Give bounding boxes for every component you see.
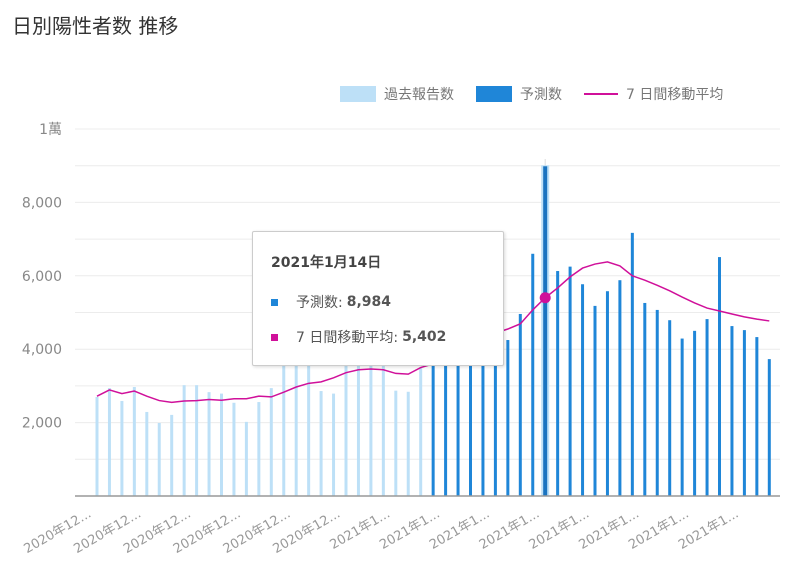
bar-pred — [493, 360, 497, 496]
bar-pred — [444, 363, 448, 496]
bar-past — [419, 367, 423, 496]
legend-swatch-avg — [584, 93, 618, 95]
legend-swatch-pred — [476, 86, 512, 102]
tooltip-row-avg: 7 日間移動平均: 5,402 — [271, 327, 446, 347]
bar-pred — [718, 257, 721, 496]
legend-label-past: 過去報告数 — [384, 87, 454, 103]
y-tick-label: 4,000 — [22, 342, 62, 358]
bar-pred — [481, 360, 485, 496]
bar-past — [332, 393, 336, 496]
bar-pred — [581, 284, 585, 496]
bar-past — [356, 360, 360, 496]
y-tick-label: 1萬 — [39, 122, 62, 138]
y-tick-label: 2,000 — [22, 416, 62, 432]
bar-past — [182, 385, 186, 496]
bar-past — [257, 402, 261, 496]
bar-pred-highlight — [543, 166, 548, 496]
bar-past — [394, 390, 398, 496]
legend-item-avg[interactable]: 7 日間移動平均 — [584, 84, 723, 104]
legend-swatch-past — [340, 86, 376, 102]
bar-past — [232, 402, 236, 496]
legend-item-pred[interactable]: 予測数 — [476, 84, 562, 104]
tooltip-pred-value: 8,984 — [346, 294, 392, 310]
bar-pred — [618, 280, 622, 496]
y-tick-label: 6,000 — [22, 269, 62, 285]
tooltip-swatch-pred — [271, 298, 278, 306]
bar-past — [381, 362, 385, 496]
bar-pred — [568, 266, 572, 496]
bar-pred — [730, 326, 734, 496]
bar-pred — [456, 363, 460, 496]
bar-past — [269, 388, 273, 496]
legend-item-past[interactable]: 過去報告数 — [340, 84, 454, 104]
legend-label-pred: 予測数 — [520, 87, 562, 103]
bar-pred — [693, 330, 697, 496]
bar-pred — [755, 337, 759, 496]
bar-past — [95, 396, 99, 496]
chart-title: 日別陽性者数 推移 — [12, 14, 179, 38]
legend-label-avg: 7 日間移動平均 — [626, 87, 724, 103]
bar-pred — [680, 338, 684, 496]
bar-past — [319, 391, 323, 496]
bar-pred — [593, 305, 597, 496]
bar-pred — [506, 340, 510, 496]
bar-pred — [655, 309, 659, 496]
bar-past — [307, 356, 311, 496]
bar-pred — [556, 271, 560, 496]
bar-pred — [668, 320, 672, 496]
bar-past — [207, 392, 211, 496]
bar-past — [120, 400, 124, 496]
bar-past — [132, 387, 136, 496]
bar-pred — [630, 232, 634, 496]
bar-past — [406, 391, 410, 496]
bar-past — [369, 360, 373, 496]
bar-pred — [767, 359, 771, 496]
bar-pred — [643, 302, 647, 496]
tooltip-avg-label: 7 日間移動平均: — [296, 330, 399, 346]
bar-past — [282, 356, 286, 496]
bar-past — [220, 393, 223, 496]
tooltip-avg-value: 5,402 — [402, 329, 447, 345]
bar-past — [244, 421, 248, 496]
bar-past — [344, 363, 348, 496]
bar-past — [294, 352, 298, 496]
y-tick-label: 8,000 — [22, 195, 62, 211]
moving-average-highlight-point — [539, 292, 551, 304]
bar-past — [145, 411, 149, 496]
legend: 過去報告数 予測数 7 日間移動平均 — [340, 84, 745, 104]
bar-past — [170, 414, 174, 496]
bar-past — [107, 388, 111, 496]
tooltip-date: 2021年1月14日 — [271, 255, 382, 271]
bar-pred — [605, 291, 609, 496]
bar-pred — [469, 363, 472, 496]
bar-pred — [518, 313, 522, 496]
tooltip-pred-label: 予測数: — [296, 295, 343, 311]
bar-pred — [705, 319, 709, 496]
tooltip-row-pred: 予測数: 8,984 — [271, 292, 391, 312]
bar-pred — [431, 363, 435, 496]
bar-pred — [742, 330, 746, 496]
tooltip-swatch-avg — [271, 333, 278, 341]
bar-past — [157, 422, 161, 496]
bar-pred — [531, 253, 535, 496]
bar-past — [195, 385, 199, 496]
tooltip: 2021年1月14日 予測数: 8,984 7 日間移動平均: 5,402 — [252, 231, 504, 366]
